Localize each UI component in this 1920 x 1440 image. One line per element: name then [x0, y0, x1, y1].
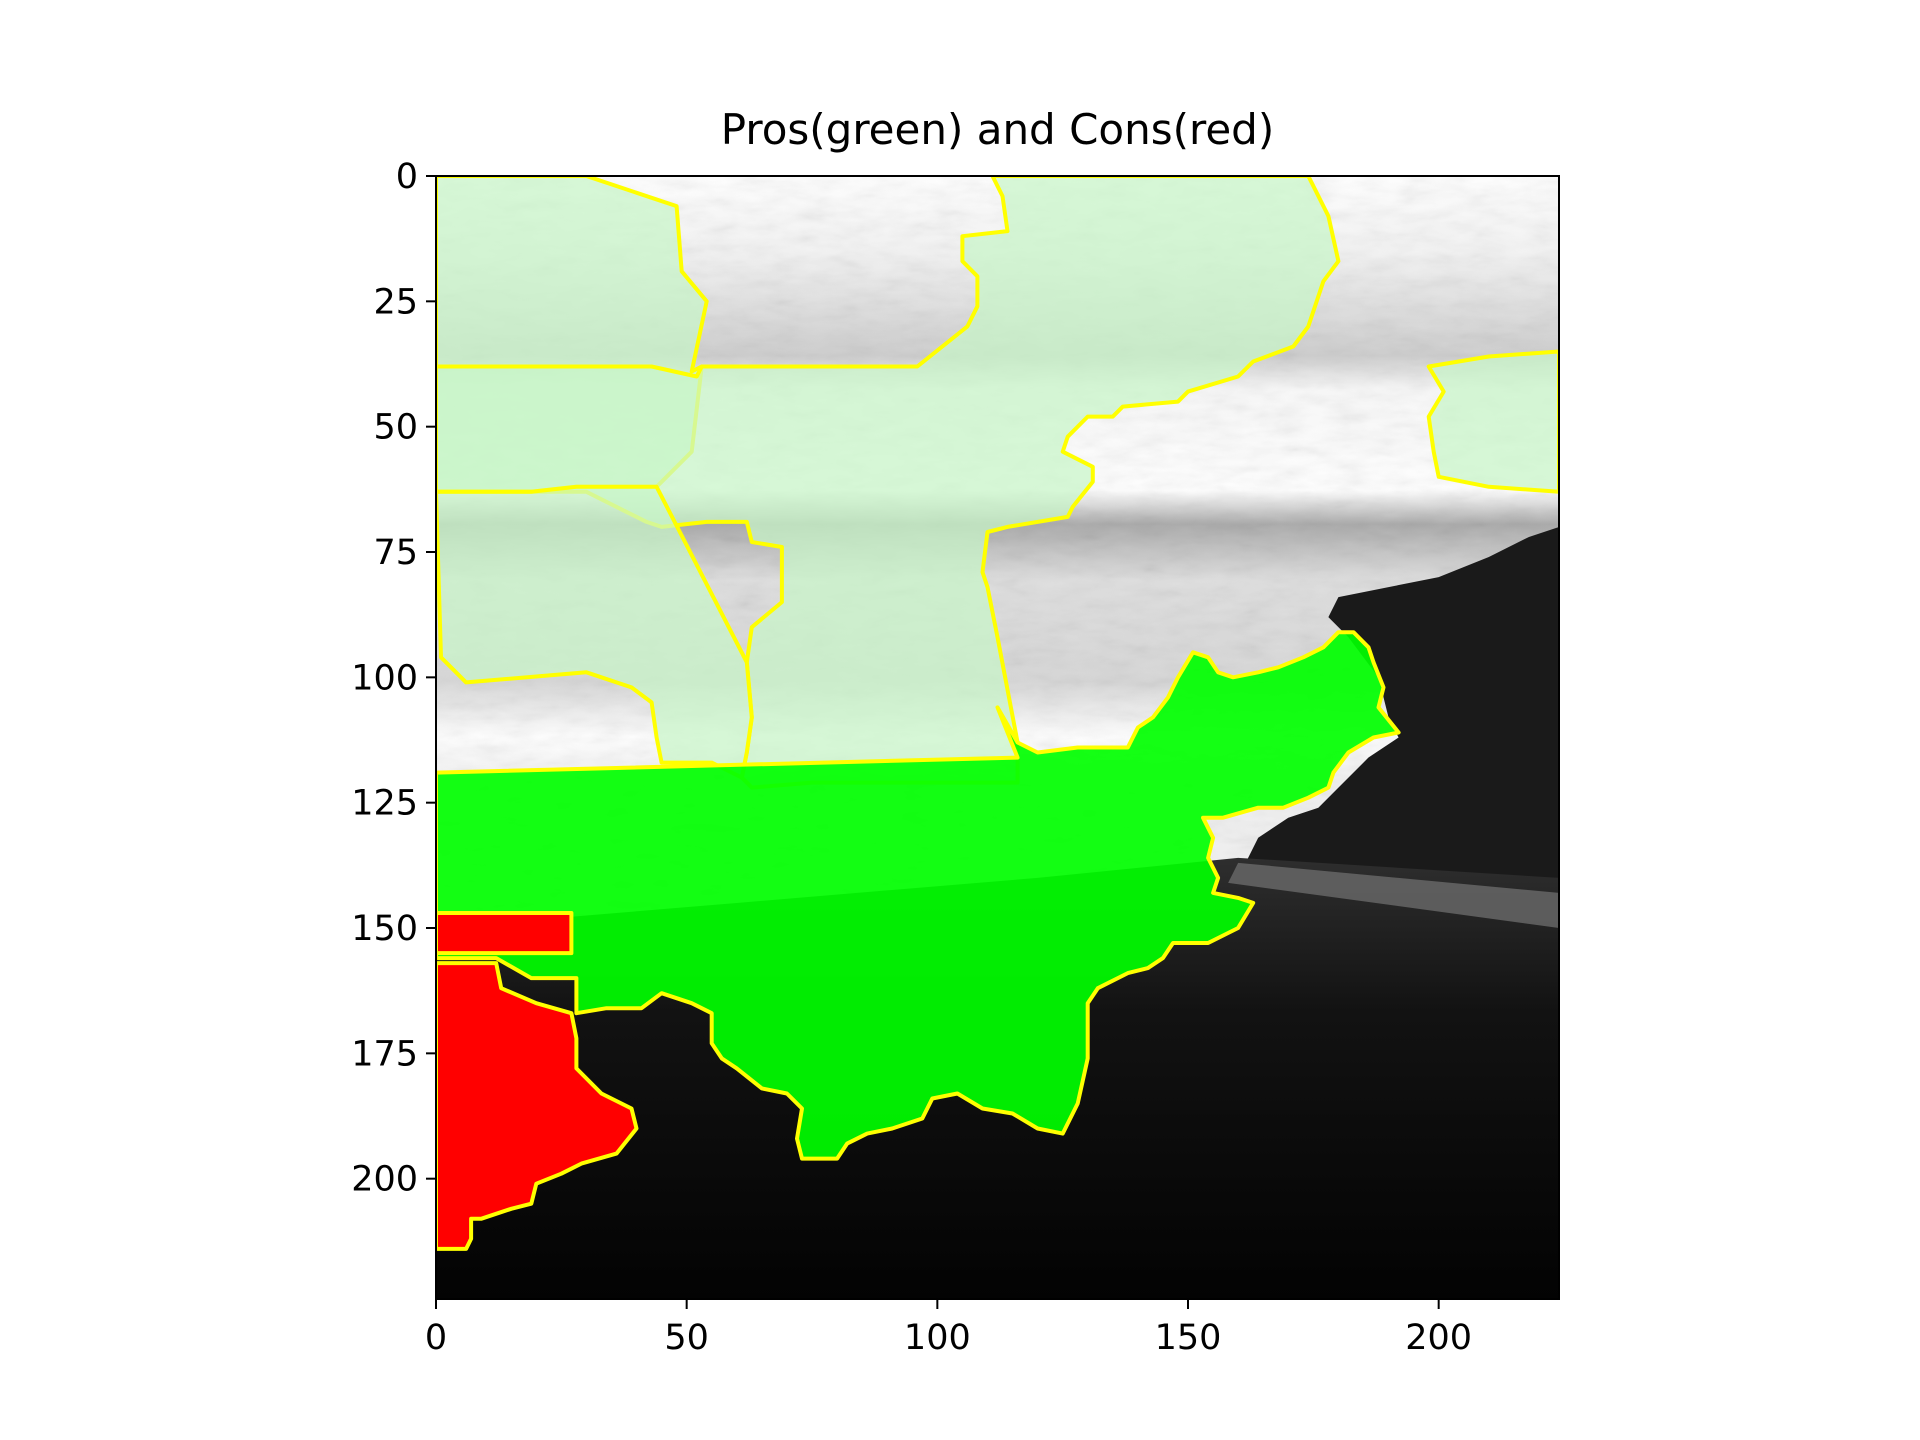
y-tick-label: 50 [373, 408, 418, 448]
y-tick-label: 25 [373, 282, 418, 322]
superpixel-overlay [436, 176, 1559, 1251]
cons-region [436, 911, 574, 956]
cons-region [436, 961, 639, 1251]
x-tick-label: 150 [1155, 1318, 1222, 1358]
road-strip [1228, 862, 1559, 929]
x-tick-label: 200 [1405, 1318, 1472, 1358]
x-tick-label: 100 [904, 1318, 971, 1358]
x-tick-label: 0 [425, 1318, 447, 1358]
y-tick-label: 175 [351, 1034, 418, 1074]
axes-frame [435, 175, 1560, 1300]
chart-title: Pros(green) and Cons(red) [721, 105, 1274, 154]
y-tick-label: 75 [373, 533, 418, 573]
y-axis: 0 25 50 75 100 125 150 175 200 [351, 157, 436, 1200]
y-tick-label: 200 [351, 1160, 418, 1200]
y-tick-label: 100 [351, 658, 418, 698]
y-tick-label: 125 [351, 784, 418, 824]
y-tick-label: 150 [351, 909, 418, 949]
pros-region [436, 630, 1401, 1161]
tree-line [1238, 526, 1559, 959]
plot-area [436, 176, 1559, 1299]
pros-region [1426, 349, 1559, 494]
y-tick-label: 0 [396, 157, 418, 197]
x-axis: 0 50 100 150 200 [425, 1299, 1472, 1358]
x-tick-label: 50 [664, 1318, 709, 1358]
